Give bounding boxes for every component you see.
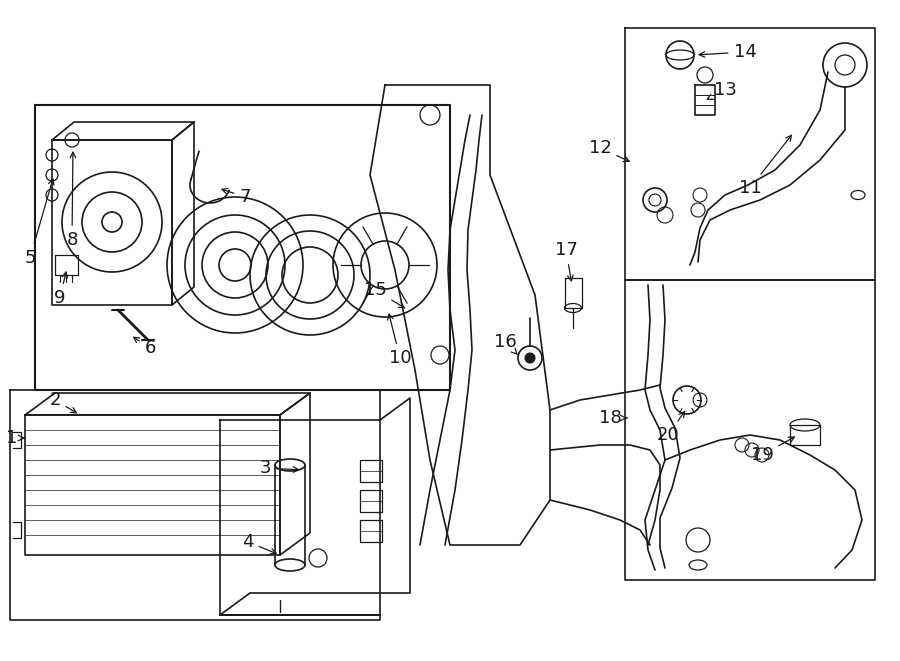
Text: 12: 12 [589,139,629,161]
Text: 20: 20 [657,411,685,444]
Text: 17: 17 [554,241,578,281]
Text: 9: 9 [54,272,68,307]
Text: 8: 8 [67,152,77,249]
Text: 16: 16 [493,333,518,354]
Text: 13: 13 [707,81,736,99]
Text: 2: 2 [50,391,76,413]
Text: 1: 1 [6,429,24,447]
Text: 4: 4 [242,533,276,554]
Text: 5: 5 [24,179,54,267]
Text: 7: 7 [222,188,251,206]
Text: 18: 18 [598,409,627,427]
Text: 19: 19 [751,437,795,464]
Text: 14: 14 [699,43,756,61]
Text: 10: 10 [388,314,411,367]
Text: 6: 6 [133,337,156,357]
Circle shape [525,353,535,363]
Text: 3: 3 [259,459,299,477]
Text: 11: 11 [739,136,791,197]
Text: 15: 15 [364,281,404,308]
